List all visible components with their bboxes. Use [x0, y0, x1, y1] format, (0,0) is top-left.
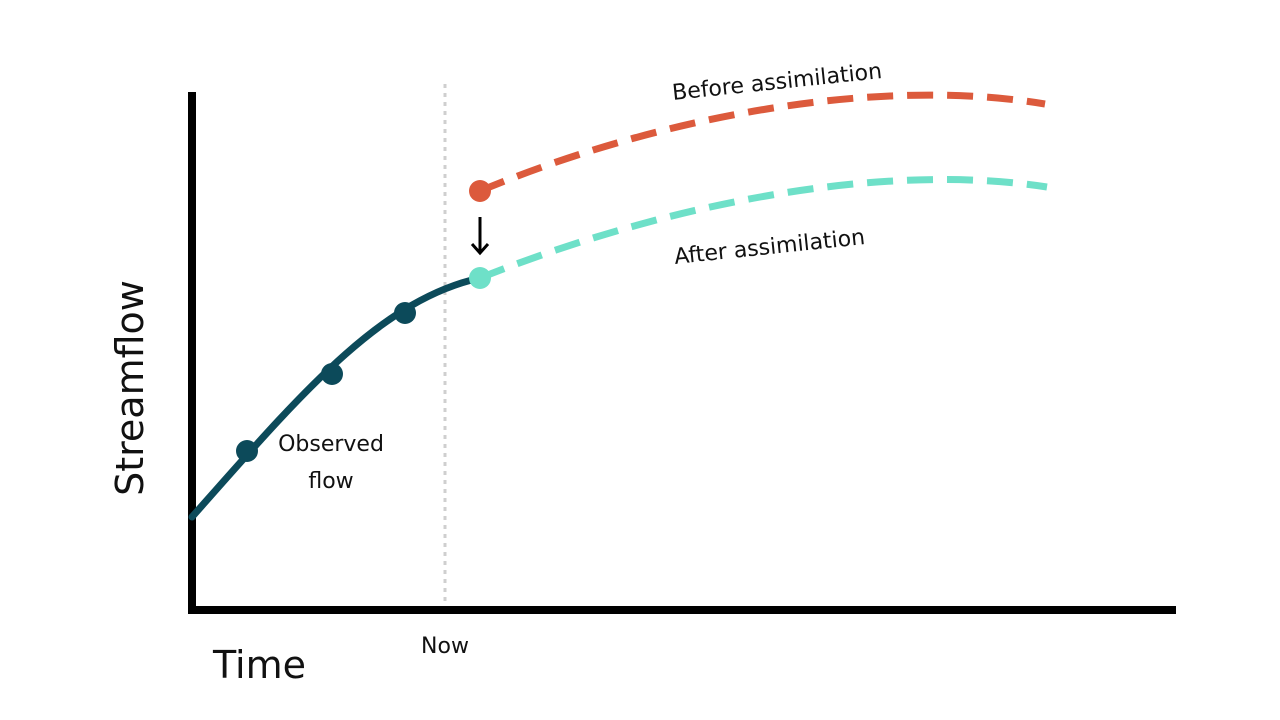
down-arrow-icon: [470, 217, 490, 256]
y-axis-label: Streamflow: [108, 280, 152, 496]
observed-flow-label-line1: Observed: [278, 432, 384, 457]
after-assimilation-label: After assimilation: [673, 225, 866, 270]
before-assimilation-curve: [478, 91, 1046, 195]
observed-flow-curve: [188, 274, 484, 521]
before-assimilation-point: [469, 180, 491, 202]
after-assimilation-point: [469, 267, 491, 289]
observed-point: [394, 302, 416, 324]
observed-point: [321, 363, 343, 385]
now-label: Now: [421, 634, 469, 659]
x-axis-label: Time: [212, 643, 306, 687]
after-assimilation-curve: [478, 176, 1048, 282]
observed-flow-label-line2: flow: [308, 469, 353, 494]
observed-point: [236, 440, 258, 462]
